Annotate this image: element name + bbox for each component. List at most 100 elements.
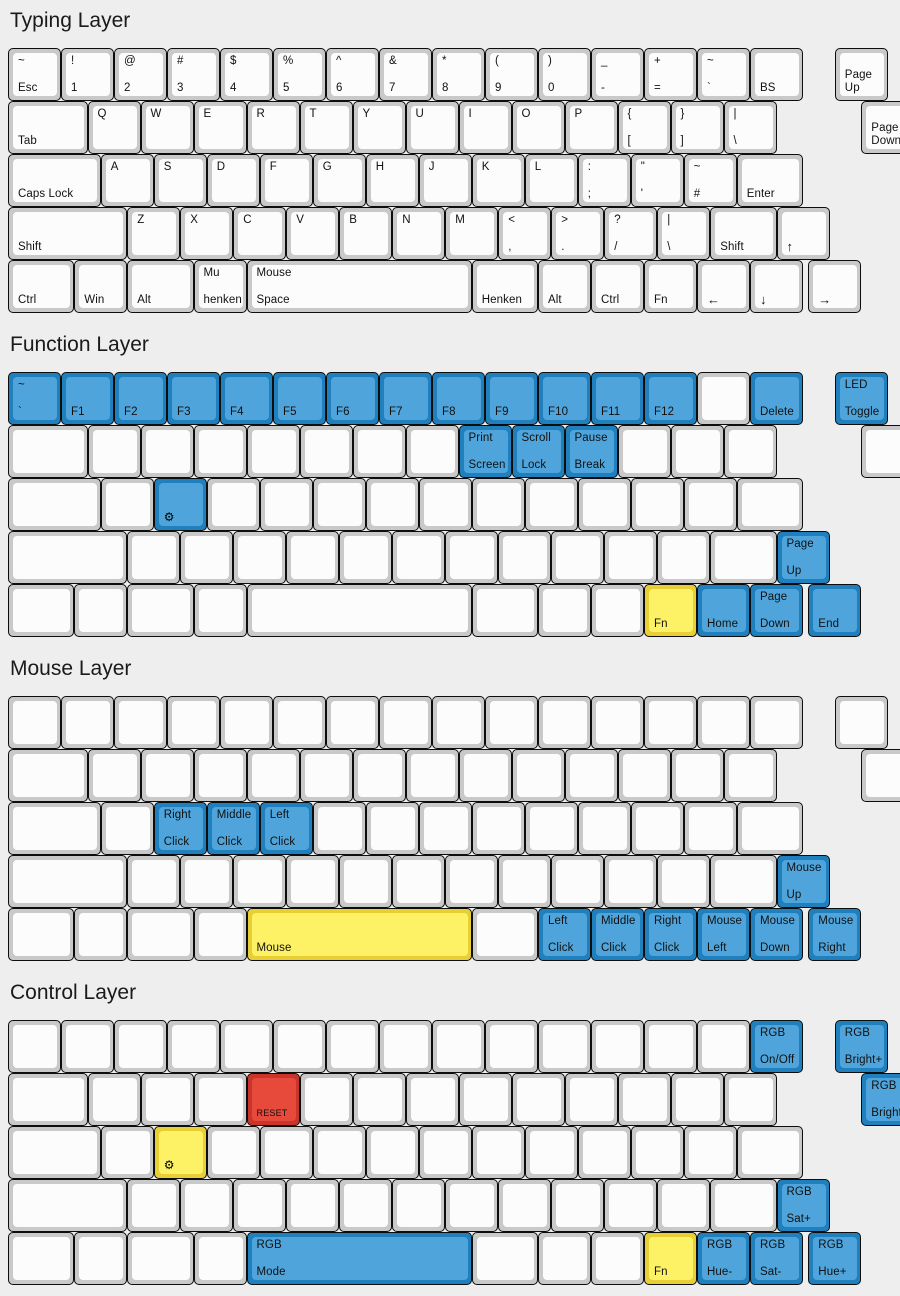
key-blank[interactable] <box>365 1126 419 1179</box>
key-blank[interactable] <box>683 802 737 855</box>
key-f1[interactable]: F1 <box>61 372 114 425</box>
key-f[interactable]: F <box>259 154 313 207</box>
key-click[interactable]: Right Click <box>644 908 697 961</box>
key-blank[interactable] <box>564 1073 618 1126</box>
key-blank[interactable] <box>524 1126 578 1179</box>
key-e[interactable]: E <box>193 101 247 154</box>
key-blank[interactable] <box>577 802 631 855</box>
key-space[interactable]: Mouse Space <box>246 260 472 313</box>
key-ctrl[interactable]: Ctrl <box>8 260 75 313</box>
key-blank[interactable] <box>87 749 141 802</box>
key-blank[interactable] <box>87 1073 141 1126</box>
key-blank[interactable] <box>140 1073 194 1126</box>
key-f4[interactable]: F4 <box>220 372 273 425</box>
key-4[interactable]: $4 <box>220 48 273 101</box>
key-blank[interactable] <box>100 802 154 855</box>
key-c[interactable]: C <box>233 207 287 260</box>
key-k[interactable]: K <box>471 154 525 207</box>
key-click[interactable]: Middle Click <box>206 802 260 855</box>
key-blank[interactable] <box>299 749 353 802</box>
key-blank[interactable] <box>312 802 366 855</box>
key-shift[interactable]: Shift <box>710 207 777 260</box>
key-blank[interactable] <box>74 584 128 637</box>
key-blank[interactable] <box>127 855 181 908</box>
key-click[interactable]: Left Click <box>259 802 313 855</box>
key-blank[interactable] <box>74 908 128 961</box>
key-blank[interactable] <box>193 749 247 802</box>
key-blank[interactable] <box>8 855 128 908</box>
key-b[interactable]: B <box>339 207 393 260</box>
key-blank[interactable] <box>392 531 446 584</box>
key-i[interactable]: I <box>458 101 512 154</box>
key-blank[interactable] <box>299 425 353 478</box>
key-ctrl[interactable]: Ctrl <box>591 260 644 313</box>
key-o[interactable]: O <box>511 101 565 154</box>
key-blank[interactable] <box>392 1179 446 1232</box>
key-blank[interactable] <box>524 478 578 531</box>
key-blank[interactable] <box>471 802 525 855</box>
key-blank[interactable] <box>352 425 406 478</box>
key-blank[interactable] <box>193 1073 247 1126</box>
key-blank[interactable] <box>538 1020 591 1073</box>
key-h[interactable]: H <box>365 154 419 207</box>
key-sat[interactable]: RGB Sat- <box>750 1232 803 1285</box>
key-blank[interactable] <box>8 478 101 531</box>
key-blank[interactable] <box>710 1179 777 1232</box>
key-blank[interactable] <box>577 478 631 531</box>
key-break[interactable]: Pause Break <box>564 425 618 478</box>
key-blank[interactable] <box>233 855 287 908</box>
key-blank[interactable] <box>861 425 900 478</box>
key-blank[interactable] <box>511 749 565 802</box>
key-blank[interactable] <box>458 1073 512 1126</box>
key-blank[interactable] <box>471 478 525 531</box>
key-end[interactable]: End <box>808 584 862 637</box>
key-mode[interactable]: RGB Mode <box>246 1232 472 1285</box>
key-f7[interactable]: F7 <box>379 372 432 425</box>
key-blank[interactable] <box>140 749 194 802</box>
key-f12[interactable]: F12 <box>644 372 697 425</box>
key-arrow[interactable]: ↑ <box>776 207 830 260</box>
key-blank[interactable] <box>670 749 724 802</box>
key-blank[interactable] <box>697 696 750 749</box>
key-f5[interactable]: F5 <box>273 372 326 425</box>
key-blank[interactable] <box>392 855 446 908</box>
key-blank[interactable] <box>180 1179 234 1232</box>
key-gear[interactable]: ⚙ <box>153 478 207 531</box>
key-blank[interactable] <box>379 1020 432 1073</box>
key-blank[interactable]: ~ ` <box>8 372 61 425</box>
key-u[interactable]: U <box>405 101 459 154</box>
key-screen[interactable]: Print Screen <box>458 425 512 478</box>
key-blank[interactable] <box>87 425 141 478</box>
key-blank[interactable] <box>736 478 803 531</box>
key-blank[interactable] <box>61 696 114 749</box>
key-blank[interactable] <box>538 1232 591 1285</box>
key-blank[interactable] <box>8 584 75 637</box>
key-blank[interactable] <box>127 531 181 584</box>
key-arrow[interactable]: ← <box>697 260 750 313</box>
key-blank[interactable] <box>697 372 750 425</box>
key-t[interactable]: T <box>299 101 353 154</box>
key-delete[interactable]: Delete <box>750 372 803 425</box>
key-fn[interactable]: Fn <box>644 260 697 313</box>
key-blank[interactable] <box>246 425 300 478</box>
key-blank[interactable] <box>8 802 101 855</box>
key-blank[interactable]: _ - <box>591 48 644 101</box>
key-blank[interactable] <box>339 1179 393 1232</box>
key-blank[interactable] <box>312 1126 366 1179</box>
key-enter[interactable]: Enter <box>736 154 803 207</box>
key-blank[interactable] <box>299 1073 353 1126</box>
key-blank[interactable] <box>8 749 88 802</box>
key-blank[interactable] <box>352 749 406 802</box>
key-blank[interactable] <box>604 531 658 584</box>
key-blank[interactable] <box>8 1179 128 1232</box>
key-home[interactable]: Home <box>697 584 750 637</box>
key-v[interactable]: V <box>286 207 340 260</box>
key-right[interactable]: Mouse Right <box>808 908 862 961</box>
key-blank[interactable]: ~ ` <box>697 48 750 101</box>
key-blank[interactable] <box>683 1126 737 1179</box>
key-blank[interactable]: | \ <box>723 101 777 154</box>
key-blank[interactable] <box>127 584 194 637</box>
key-tab[interactable]: Tab <box>8 101 88 154</box>
key-blank[interactable] <box>524 802 578 855</box>
key-blank[interactable] <box>379 696 432 749</box>
